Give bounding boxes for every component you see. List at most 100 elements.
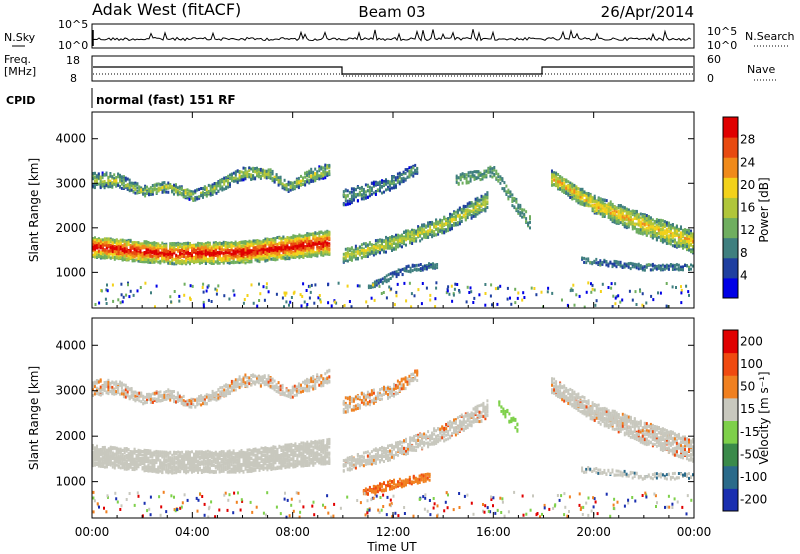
echo-cell xyxy=(517,211,520,215)
echo-cell xyxy=(455,180,458,184)
echo-cell xyxy=(381,179,383,183)
echo-cell xyxy=(290,254,293,258)
echo-cell xyxy=(139,253,142,257)
echo-cell xyxy=(416,171,419,175)
echo-cell xyxy=(202,195,204,199)
echo-cell xyxy=(352,192,355,196)
echo-cell xyxy=(419,231,422,235)
echo-cell xyxy=(194,198,197,202)
echo-cell xyxy=(246,247,249,251)
echo-cell xyxy=(242,260,245,264)
echo-cell xyxy=(362,193,365,197)
echo-cell xyxy=(414,169,417,173)
echo-cell xyxy=(187,247,190,251)
echo-cell xyxy=(449,228,452,232)
echo-cell xyxy=(212,246,215,250)
echo-cell xyxy=(645,217,648,220)
echo-cell xyxy=(101,176,104,180)
echo-cell xyxy=(145,248,148,252)
echo-cell xyxy=(93,182,96,186)
echo-cell xyxy=(464,211,467,215)
echo-cell xyxy=(294,242,297,245)
echo-cell xyxy=(288,252,291,256)
echo-cell xyxy=(517,210,520,214)
echo-cell xyxy=(356,193,359,197)
echo-cell xyxy=(360,248,363,252)
echo-cell xyxy=(273,175,276,179)
echo-cell xyxy=(571,189,574,193)
echo-cell xyxy=(272,244,275,248)
echo-cell xyxy=(151,251,154,255)
echo-cell xyxy=(107,253,110,257)
echo-cell xyxy=(246,172,249,176)
echo-cell xyxy=(125,254,128,258)
echo-cell xyxy=(227,185,230,189)
echo-cell xyxy=(222,257,225,261)
echo-cell xyxy=(316,245,319,249)
echo-cell xyxy=(593,206,596,210)
echo-cell xyxy=(607,210,610,213)
echo-cell xyxy=(220,242,223,246)
echo-cell xyxy=(350,251,353,255)
echo-cell xyxy=(248,252,251,256)
echo-cell xyxy=(381,243,383,247)
echo-cell xyxy=(505,193,508,196)
echo-cell xyxy=(308,253,311,257)
echo-cell xyxy=(505,184,508,188)
echo-cell xyxy=(175,188,177,192)
echo-cell xyxy=(360,185,363,189)
echo-cell xyxy=(266,252,269,256)
echo-cell xyxy=(109,179,112,183)
echo-cell xyxy=(304,175,307,179)
echo-cell xyxy=(607,202,610,206)
echo-cell xyxy=(467,174,470,178)
echo-cell xyxy=(286,244,289,248)
echo-cell xyxy=(115,245,118,249)
echo-cell xyxy=(222,248,225,252)
echo-cell xyxy=(308,243,311,247)
echo-cell xyxy=(123,239,126,243)
echo-cell xyxy=(248,249,251,253)
echo-cell xyxy=(471,170,474,174)
echo-cell xyxy=(469,174,472,178)
echo-cell xyxy=(97,239,100,243)
echo-cell xyxy=(425,230,428,234)
echo-cell xyxy=(413,237,416,241)
echo-cell xyxy=(189,242,191,246)
echo-cell xyxy=(563,181,566,185)
echo-cell xyxy=(393,183,395,187)
echo-cell xyxy=(96,238,98,242)
echo-cell xyxy=(499,175,502,179)
echo-cell xyxy=(645,229,648,233)
echo-cell xyxy=(356,257,359,261)
echo-cell xyxy=(234,173,237,177)
echo-cell xyxy=(385,280,388,284)
echo-cell xyxy=(204,251,207,255)
echo-cell xyxy=(324,240,327,244)
echo-cell xyxy=(186,196,189,200)
echo-cell xyxy=(129,239,132,243)
echo-cell xyxy=(557,180,560,184)
echo-cell xyxy=(242,240,245,244)
echo-cell xyxy=(270,257,273,261)
echo-cell xyxy=(136,191,139,195)
echo-cell xyxy=(242,174,245,178)
echo-cell xyxy=(197,251,199,255)
echo-cell xyxy=(605,211,608,215)
echo-cell xyxy=(198,196,201,200)
echo-cell xyxy=(250,252,253,256)
echo-cell xyxy=(278,236,281,240)
echo-cell xyxy=(487,167,490,171)
echo-cell xyxy=(310,244,313,248)
echo-cell xyxy=(240,247,243,250)
echo-cell xyxy=(171,257,174,261)
echo-cell xyxy=(157,256,160,260)
echo-cell xyxy=(169,242,172,246)
echo-cell xyxy=(161,248,164,252)
echo-cell xyxy=(222,261,225,265)
echo-cell xyxy=(601,200,604,204)
echo-cell xyxy=(187,251,190,255)
echo-cell xyxy=(350,190,353,194)
echo-cell xyxy=(619,204,622,207)
echo-cell xyxy=(246,245,249,249)
